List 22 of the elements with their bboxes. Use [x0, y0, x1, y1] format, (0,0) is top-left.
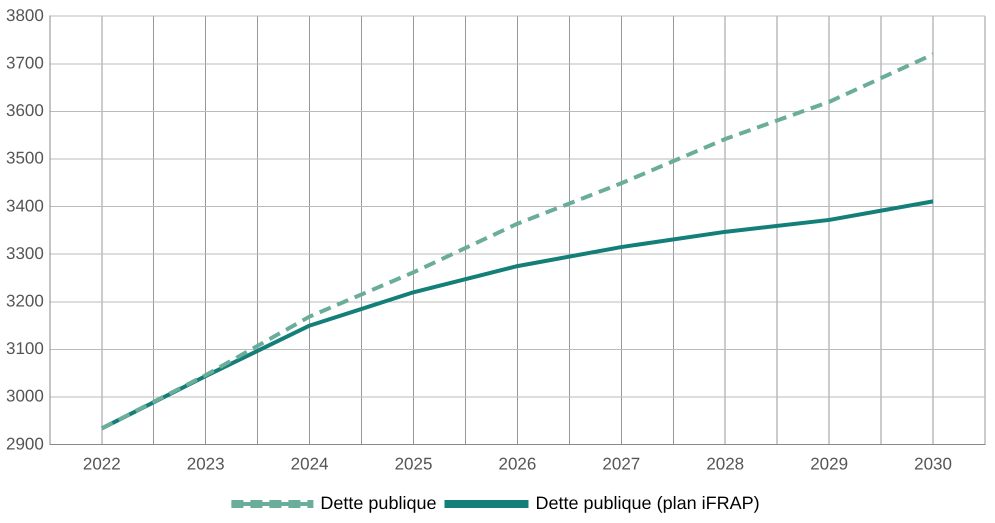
- y-tick-label: 3000: [6, 386, 44, 406]
- x-tick-label: 2026: [498, 454, 536, 474]
- legend-label: Dette publique (plan iFRAP): [535, 492, 760, 513]
- x-tick-label: 2022: [82, 454, 121, 474]
- x-tick-label: 2025: [394, 454, 432, 474]
- y-tick-label: 3300: [6, 244, 44, 263]
- x-tick-label: 2030: [914, 454, 952, 474]
- x-tick-label: 2024: [290, 454, 329, 474]
- y-tick-label: 3600: [6, 101, 44, 120]
- y-tick-label: 2900: [6, 434, 44, 454]
- x-tick-label: 2029: [810, 454, 848, 474]
- legend-label: Dette publique: [320, 492, 436, 513]
- line-series: [100, 52, 936, 430]
- y-tick-label: 3100: [6, 339, 44, 358]
- x-tick-label: 2028: [706, 454, 744, 474]
- y-tick-label: 3400: [6, 196, 44, 216]
- x-tick-label: 2027: [602, 454, 640, 474]
- y-tick-label: 3500: [6, 148, 44, 168]
- x-tick-label: 2023: [186, 454, 225, 474]
- y-tick-label: 3200: [6, 291, 44, 310]
- y-tick-label: 3800: [6, 6, 44, 25]
- y-tick-label: 3700: [6, 53, 44, 72]
